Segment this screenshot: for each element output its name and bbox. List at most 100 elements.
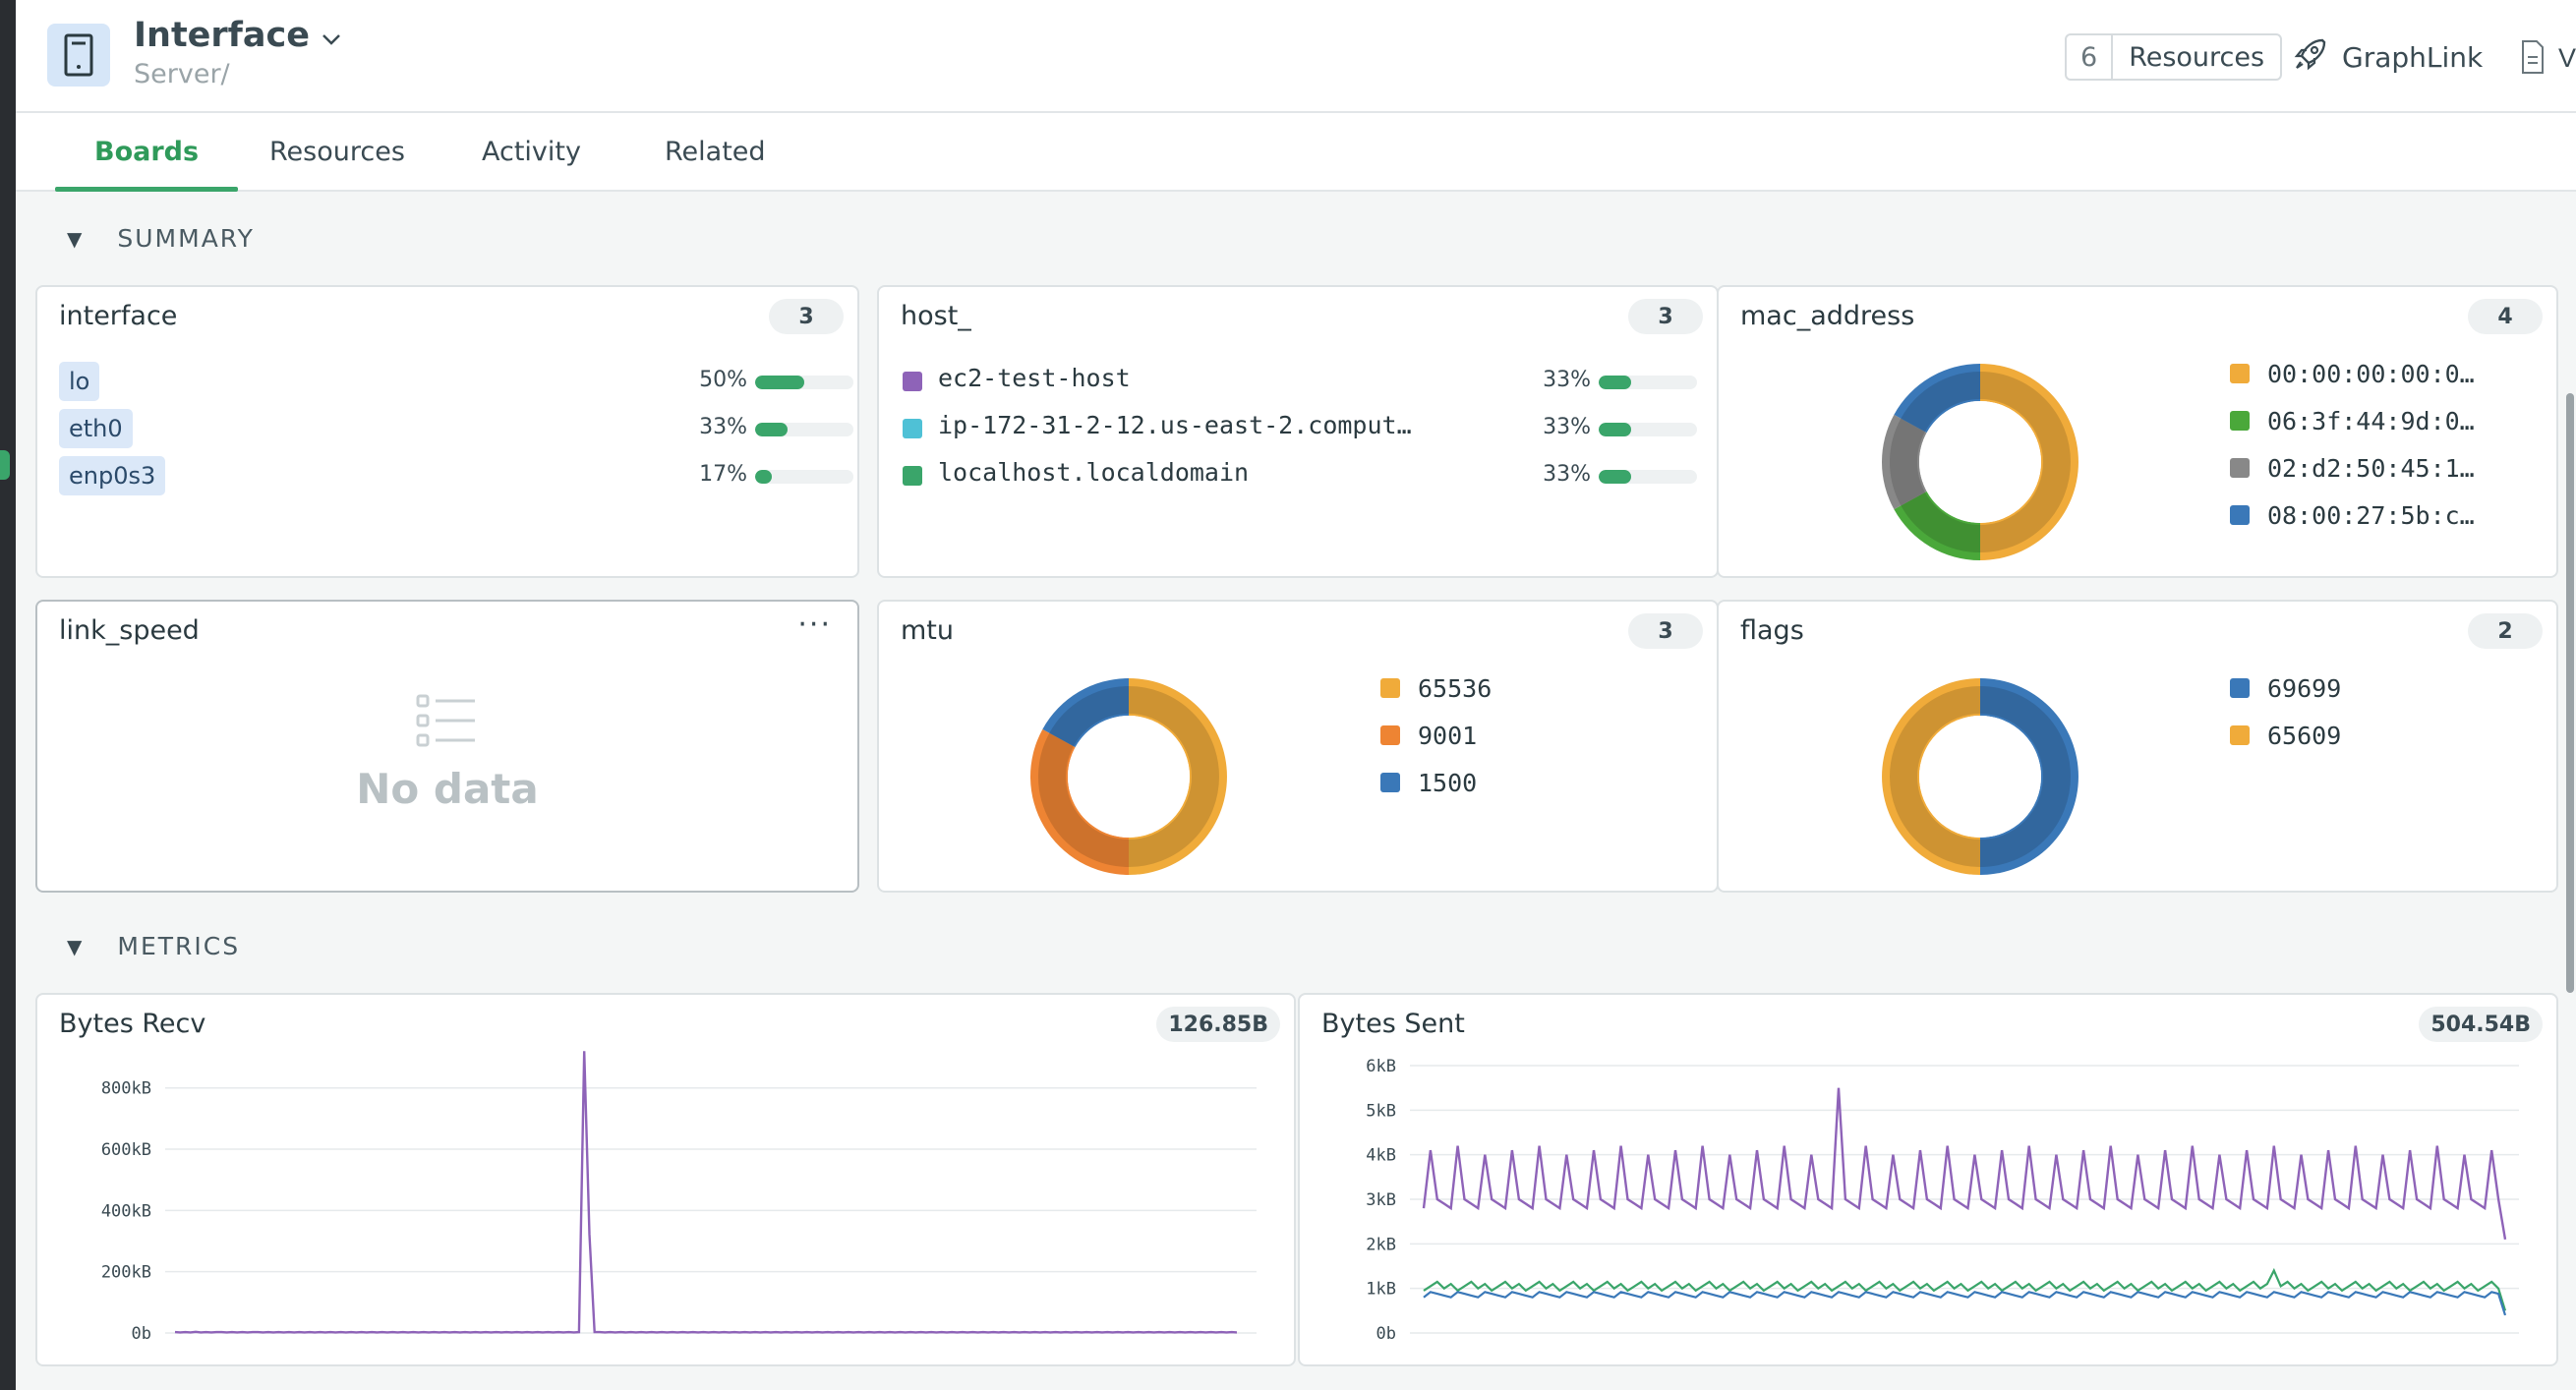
scrollbar[interactable] (2566, 393, 2574, 993)
progress-fill (755, 376, 804, 389)
mtu-donut (1030, 678, 1227, 875)
link-speed-card-title: link_speed (59, 615, 200, 646)
donut-slice-inner (1890, 418, 1926, 506)
host-name: localhost.localdomain (938, 458, 1250, 487)
flags-card-title: flags (1740, 615, 1804, 646)
legend-label: 65609 (2267, 721, 2342, 750)
legend-item[interactable]: 65609 (2230, 712, 2341, 759)
legend-label: 02:d2:50:45:1… (2267, 453, 2475, 483)
interface-card: interface 3 lo 50% eth0 33% enp0s3 17% (35, 285, 859, 578)
y-tick-label: 3kB (1366, 1190, 1396, 1210)
interface-tag[interactable]: enp0s3 (59, 456, 166, 495)
series-line-sent-b (1423, 1267, 2507, 1311)
legend-item[interactable]: 69699 (2230, 665, 2341, 712)
donut-slice-inner (1901, 372, 1981, 433)
legend-item[interactable]: 02:d2:50:45:1… (2230, 444, 2475, 492)
progress-bar (1599, 376, 1697, 389)
progress-bar (755, 376, 853, 389)
interface-tag[interactable]: eth0 (59, 409, 133, 448)
legend-swatch (1380, 725, 1400, 745)
empty-state: No data (37, 692, 857, 813)
list-item[interactable]: ec2-test-host 33% (903, 362, 1697, 401)
list-item[interactable]: lo 50% (59, 362, 853, 401)
progress-fill (755, 423, 788, 436)
resources-count: 6 (2067, 35, 2114, 79)
y-tick-label: 0b (132, 1324, 151, 1344)
list-item[interactable]: localhost.localdomain 33% (903, 456, 1697, 495)
bytes-recv-title: Bytes Recv (59, 1009, 206, 1039)
interface-tag[interactable]: lo (59, 362, 100, 401)
donut-slice-inner (1049, 686, 1130, 747)
donut-slice-inner (1038, 732, 1130, 867)
document-icon[interactable]: V (2519, 39, 2576, 79)
list-icon (416, 694, 475, 747)
caret-down-icon: ▼ (67, 934, 85, 958)
host-card-title: host_ (901, 301, 971, 331)
legend-label: 08:00:27:5b:c… (2267, 500, 2475, 530)
bytes-sent-title: Bytes Sent (1321, 1009, 1465, 1039)
interface-card-title: interface (59, 301, 178, 331)
y-tick-label: 2kB (1366, 1235, 1396, 1254)
percentage-label: 33% (1543, 462, 1591, 487)
tab-resources[interactable]: Resources (269, 137, 405, 167)
legend-item[interactable]: 06:3f:44:9d:0… (2230, 397, 2475, 444)
legend-item[interactable]: 08:00:27:5b:c… (2230, 492, 2475, 539)
donut-hole (1919, 716, 2041, 838)
legend-item[interactable]: 9001 (1380, 712, 1492, 759)
progress-fill (755, 470, 772, 484)
tab-boards[interactable]: Boards (54, 137, 239, 192)
no-data-text: No data (356, 765, 539, 813)
page-title-text: Interface (134, 16, 310, 55)
flags-count-badge: 2 (2468, 613, 2543, 649)
bytes-sent-total-badge: 504.54B (2419, 1007, 2543, 1042)
color-swatch (903, 419, 922, 438)
list-item[interactable]: enp0s3 17% (59, 456, 853, 495)
list-item[interactable]: ip-172-31-2-12.us-east-2.comput… 33% (903, 409, 1697, 448)
tab-related[interactable]: Related (665, 137, 766, 167)
series-line (174, 1051, 1238, 1334)
mtu-card-title: mtu (901, 615, 954, 646)
caret-down-icon: ▼ (67, 226, 85, 251)
legend-swatch (2230, 364, 2250, 383)
legend-item[interactable]: 1500 (1380, 759, 1492, 806)
mtu-card: mtu 3 65536 9001 1500 (877, 600, 1719, 893)
host-count-badge: 3 (1628, 299, 1703, 334)
donut-slice-inner (1128, 686, 1219, 867)
progress-bar (755, 470, 853, 484)
summary-heading: SUMMARY (117, 224, 255, 253)
legend-label: 9001 (1418, 721, 1478, 750)
bytes-recv-total-badge: 126.85B (1156, 1007, 1280, 1042)
y-tick-label: 0b (1376, 1324, 1396, 1344)
list-item[interactable]: eth0 33% (59, 409, 853, 448)
legend-swatch (2230, 725, 2250, 745)
y-tick-label: 400kB (101, 1201, 151, 1221)
metrics-heading: METRICS (117, 932, 241, 960)
progress-fill (1599, 423, 1631, 436)
resources-button[interactable]: 6 Resources (2065, 33, 2283, 81)
mac-address-legend: 00:00:00:00:0… 06:3f:44:9d:0… 02:d2:50:45:… (2230, 350, 2475, 539)
graphlink-button[interactable]: GraphLink (2293, 35, 2483, 79)
progress-fill (1599, 470, 1631, 484)
graphlink-label: GraphLink (2342, 40, 2484, 74)
legend-item[interactable]: 65536 (1380, 665, 1492, 712)
rocket-icon (2293, 36, 2328, 79)
mac-address-card-title: mac_address (1740, 301, 1915, 331)
tab-bar: Boards Resources Activity Related (16, 113, 2576, 192)
summary-section-toggle[interactable]: ▼ SUMMARY (67, 224, 255, 253)
chevron-down-icon (322, 16, 341, 55)
flags-card: flags 2 69699 65609 (1717, 600, 2558, 893)
series-line-sent-c (1423, 1291, 2507, 1316)
tab-activity[interactable]: Activity (482, 137, 581, 167)
breadcrumb[interactable]: Server/ (134, 59, 230, 89)
page-title[interactable]: Interface (134, 16, 341, 55)
more-options-icon[interactable]: ··· (797, 608, 832, 642)
metrics-section-toggle[interactable]: ▼ METRICS (67, 932, 240, 960)
mtu-count-badge: 3 (1628, 613, 1703, 649)
legend-item[interactable]: 00:00:00:00:0… (2230, 350, 2475, 397)
legend-label: 00:00:00:00:0… (2267, 359, 2475, 388)
host-name: ec2-test-host (938, 364, 1131, 392)
y-tick-label: 1kB (1366, 1280, 1396, 1300)
y-tick-label: 800kB (101, 1079, 151, 1099)
y-tick-label: 200kB (101, 1263, 151, 1283)
donut-slice-inner (1890, 686, 1981, 867)
